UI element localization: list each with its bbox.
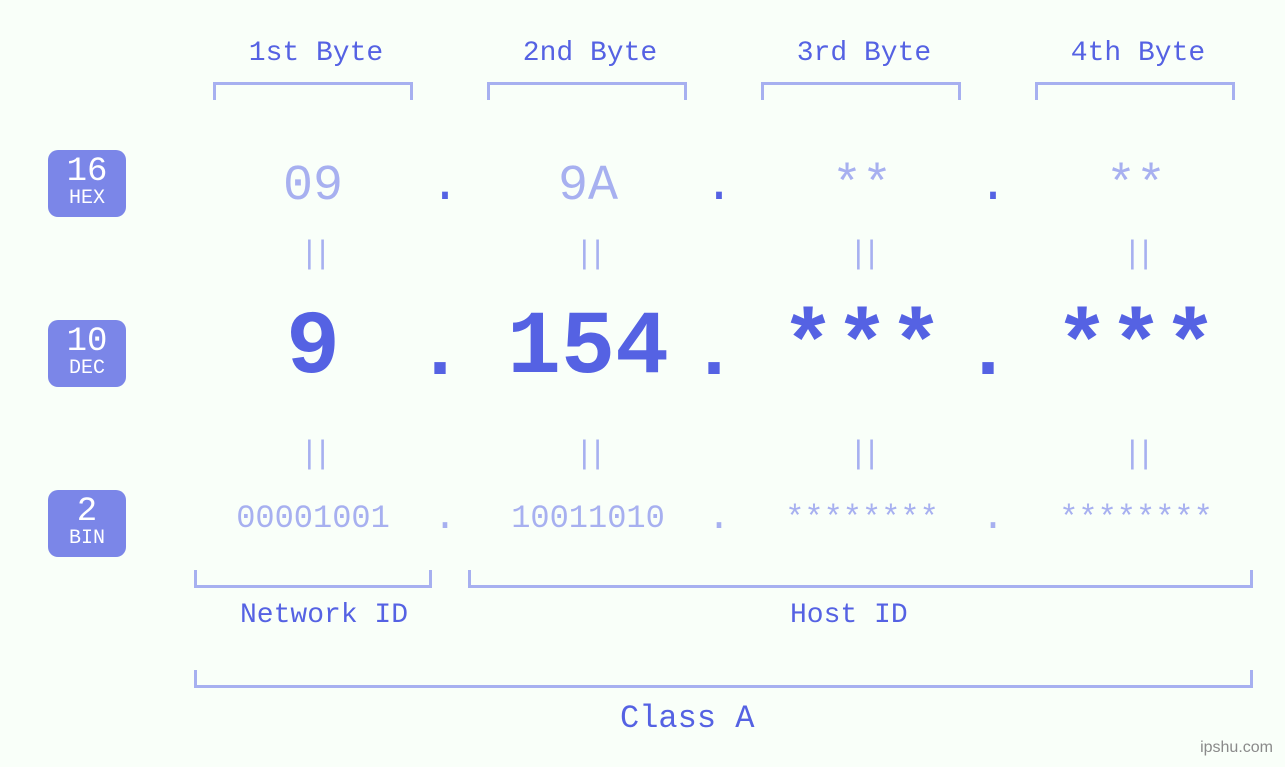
hex-byte-1: 09 bbox=[183, 158, 443, 215]
hex-dot-3: . bbox=[978, 158, 1008, 215]
eq-2-3: || bbox=[842, 436, 882, 473]
eq-1-4: || bbox=[1116, 236, 1156, 273]
hex-byte-3: ** bbox=[732, 158, 992, 215]
host-id-bracket bbox=[468, 570, 1253, 588]
dec-byte-4: *** bbox=[1006, 298, 1266, 400]
byte-header-1: 1st Byte bbox=[196, 38, 436, 69]
class-label: Class A bbox=[620, 700, 754, 737]
bin-byte-2: 10011010 bbox=[458, 500, 718, 537]
eq-1-1: || bbox=[293, 236, 333, 273]
hex-badge-label: HEX bbox=[48, 189, 126, 209]
hex-dot-2: . bbox=[704, 158, 734, 215]
network-id-label: Network ID bbox=[240, 600, 408, 631]
dec-dot-1: . bbox=[416, 308, 464, 399]
byte-bracket-3 bbox=[761, 82, 961, 100]
dec-byte-3: *** bbox=[732, 298, 992, 400]
bin-dot-1: . bbox=[433, 496, 457, 541]
dec-dot-3: . bbox=[964, 308, 1012, 399]
eq-2-2: || bbox=[568, 436, 608, 473]
eq-1-2: || bbox=[568, 236, 608, 273]
network-id-bracket bbox=[194, 570, 432, 588]
watermark: ipshu.com bbox=[1200, 739, 1273, 757]
byte-header-4: 4th Byte bbox=[1018, 38, 1258, 69]
hex-badge: 16 HEX bbox=[48, 150, 126, 217]
eq-1-3: || bbox=[842, 236, 882, 273]
byte-header-2: 2nd Byte bbox=[470, 38, 710, 69]
bin-byte-3: ******** bbox=[732, 500, 992, 537]
bin-byte-4: ******** bbox=[1006, 500, 1266, 537]
hex-badge-num: 16 bbox=[48, 154, 126, 191]
dec-dot-2: . bbox=[690, 308, 738, 399]
byte-header-3: 3rd Byte bbox=[744, 38, 984, 69]
hex-byte-4: ** bbox=[1006, 158, 1266, 215]
dec-byte-1: 9 bbox=[183, 298, 443, 400]
byte-bracket-4 bbox=[1035, 82, 1235, 100]
eq-2-4: || bbox=[1116, 436, 1156, 473]
eq-2-1: || bbox=[293, 436, 333, 473]
hex-dot-1: . bbox=[430, 158, 460, 215]
bin-badge: 2 BIN bbox=[48, 490, 126, 557]
hex-byte-2: 9A bbox=[458, 158, 718, 215]
bin-dot-3: . bbox=[981, 496, 1005, 541]
dec-badge-label: DEC bbox=[48, 359, 126, 379]
dec-byte-2: 154 bbox=[458, 298, 718, 400]
ip-diagram: 1st Byte 2nd Byte 3rd Byte 4th Byte 16 H… bbox=[0, 0, 1285, 767]
byte-bracket-1 bbox=[213, 82, 413, 100]
dec-badge: 10 DEC bbox=[48, 320, 126, 387]
host-id-label: Host ID bbox=[790, 600, 908, 631]
bin-badge-label: BIN bbox=[48, 529, 126, 549]
bin-byte-1: 00001001 bbox=[183, 500, 443, 537]
bin-dot-2: . bbox=[707, 496, 731, 541]
bin-badge-num: 2 bbox=[48, 494, 126, 531]
dec-badge-num: 10 bbox=[48, 324, 126, 361]
byte-bracket-2 bbox=[487, 82, 687, 100]
class-bracket bbox=[194, 670, 1253, 688]
